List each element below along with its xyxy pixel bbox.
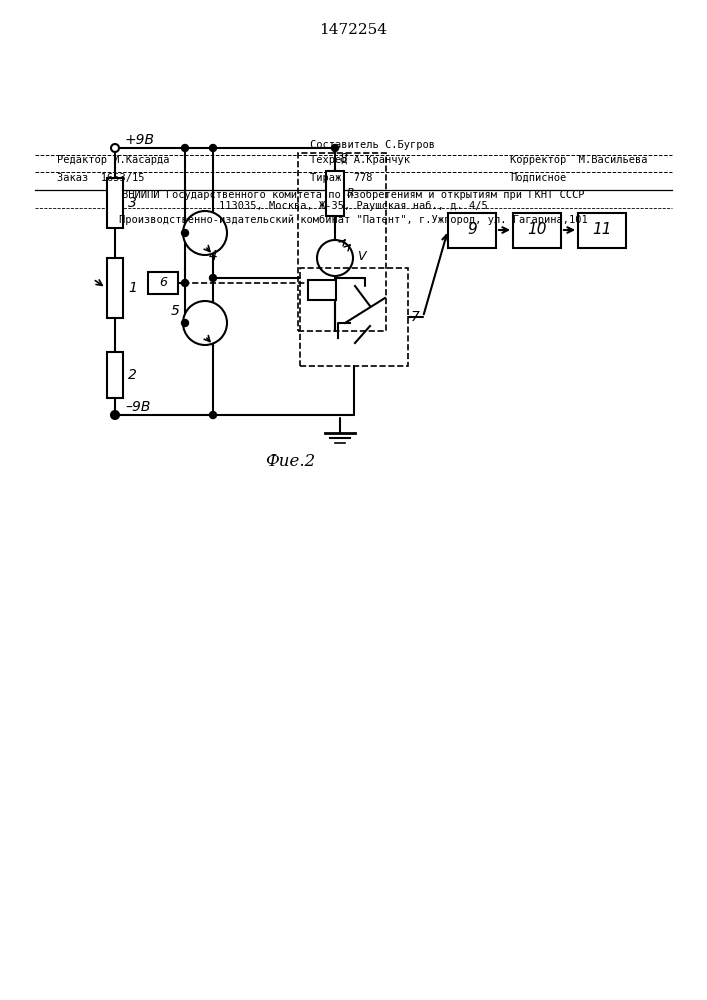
Text: 11: 11 — [592, 223, 612, 237]
Circle shape — [182, 320, 189, 326]
Circle shape — [317, 240, 353, 276]
Circle shape — [183, 301, 227, 345]
Text: 5: 5 — [170, 304, 180, 318]
Bar — [308, 280, 336, 300]
Text: Производственно-издательский комбинат "Патент", г.Ужгород, ул. Гагарина,101: Производственно-издательский комбинат "П… — [119, 215, 588, 225]
Circle shape — [209, 274, 216, 282]
Text: Фие.2: Фие.2 — [265, 454, 315, 471]
Bar — [107, 178, 123, 228]
Circle shape — [182, 279, 189, 286]
Text: 8: 8 — [340, 151, 348, 164]
Text: +9В: +9В — [125, 133, 155, 147]
Circle shape — [209, 412, 216, 418]
Text: V: V — [357, 249, 366, 262]
Bar — [107, 352, 123, 398]
Text: R: R — [347, 188, 355, 198]
Bar — [300, 268, 408, 366]
Bar — [513, 213, 561, 248]
Text: 6: 6 — [159, 276, 167, 290]
Circle shape — [209, 144, 216, 151]
Bar — [107, 258, 123, 318]
Text: Редактор И.Касарда: Редактор И.Касарда — [57, 155, 170, 165]
Text: –9В: –9В — [125, 400, 151, 414]
Text: Техред А.Кранчук: Техред А.Кранчук — [310, 155, 410, 165]
Bar — [448, 213, 496, 248]
Circle shape — [182, 230, 189, 236]
Bar — [578, 213, 626, 248]
Bar — [298, 153, 386, 331]
Text: 10: 10 — [527, 223, 547, 237]
Bar — [326, 171, 344, 216]
Circle shape — [182, 144, 189, 151]
Text: 9: 9 — [467, 223, 477, 237]
Text: Тираж  778: Тираж 778 — [310, 173, 373, 183]
Text: 3: 3 — [128, 196, 137, 210]
Text: Подписное: Подписное — [510, 173, 566, 183]
Circle shape — [112, 412, 119, 418]
Text: Заказ  1653/15: Заказ 1653/15 — [57, 173, 144, 183]
Text: Корректор  М.Васильева: Корректор М.Васильева — [510, 155, 648, 165]
Text: Составитель С.Бугров: Составитель С.Бугров — [310, 140, 435, 150]
Text: ВНИИПИ Государственного комитета по изобретениям и открытиям при ГКНТ СССР: ВНИИПИ Государственного комитета по изоб… — [122, 190, 584, 200]
Text: 113035, Москва, Ж-35, Раушская наб., д. 4/5: 113035, Москва, Ж-35, Раушская наб., д. … — [218, 201, 487, 211]
Text: 4: 4 — [209, 249, 218, 263]
Text: 2: 2 — [128, 368, 137, 382]
Bar — [148, 272, 178, 294]
Text: 1: 1 — [128, 281, 137, 295]
Text: 7: 7 — [411, 310, 420, 324]
Circle shape — [111, 144, 119, 152]
Text: 1472254: 1472254 — [319, 23, 387, 37]
Circle shape — [183, 211, 227, 255]
Circle shape — [332, 144, 339, 151]
Circle shape — [111, 411, 119, 419]
